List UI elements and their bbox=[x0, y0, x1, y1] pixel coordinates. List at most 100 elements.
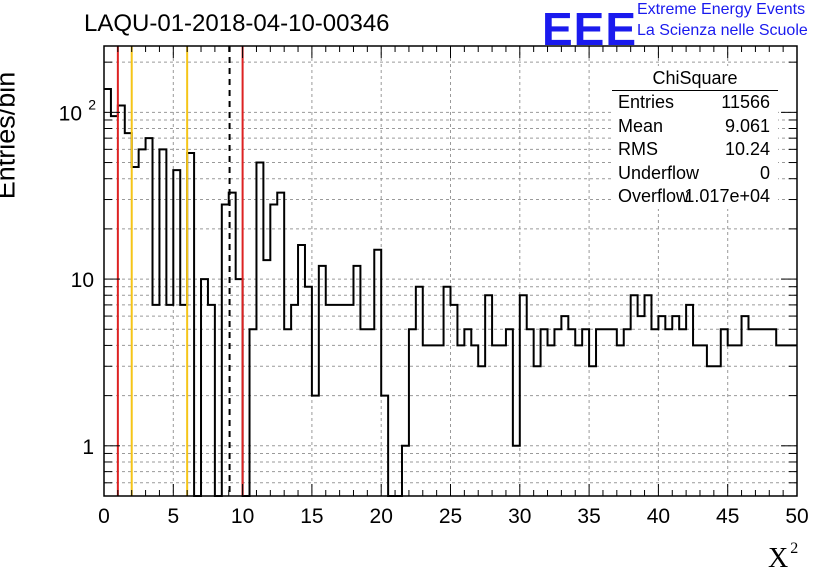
histogram-bin bbox=[111, 116, 118, 496]
histogram-bin bbox=[312, 396, 319, 496]
stats-row: RMS 10.24 bbox=[612, 138, 778, 162]
x-tick-label: 30 bbox=[508, 505, 531, 528]
histogram-bin bbox=[520, 295, 527, 496]
histogram-bin bbox=[222, 205, 229, 496]
histogram-bin bbox=[748, 329, 755, 496]
stats-label: Overflow bbox=[618, 186, 690, 206]
x-tick-label: 50 bbox=[785, 505, 808, 528]
histogram-bin bbox=[728, 345, 735, 496]
y-tick-label: 10 bbox=[59, 102, 82, 125]
y-tick-label-exponent: 2 bbox=[88, 96, 96, 112]
x-tick-label: 15 bbox=[300, 505, 323, 528]
histogram-bin bbox=[250, 329, 257, 496]
histogram-bin bbox=[256, 163, 263, 496]
histogram-bin bbox=[153, 305, 160, 496]
histogram-bin bbox=[610, 329, 617, 496]
y-tick-label: 10 bbox=[71, 269, 94, 292]
y-axis-label: Entries/bin bbox=[0, 71, 21, 200]
histogram-bin bbox=[180, 305, 187, 496]
histogram-bin bbox=[686, 305, 693, 496]
histogram-bin bbox=[353, 266, 360, 496]
histogram-bin bbox=[534, 366, 541, 496]
x-axis-label-base: X bbox=[768, 543, 789, 574]
histogram-bin bbox=[769, 329, 776, 496]
histogram-bin bbox=[430, 345, 437, 496]
histogram-bin bbox=[416, 287, 423, 496]
stats-value: 0 bbox=[759, 162, 770, 183]
histogram-bin bbox=[658, 316, 665, 496]
histogram-bin bbox=[132, 167, 139, 496]
histogram-bin bbox=[582, 329, 589, 496]
histogram-bin bbox=[554, 329, 561, 496]
stats-row: Underflow 0 bbox=[612, 162, 778, 186]
histogram-bin bbox=[672, 316, 679, 496]
stats-box: ChiSquare Entries 11566 Mean 9.061 RMS 10.2… bbox=[612, 66, 778, 209]
histogram-bin bbox=[360, 329, 367, 496]
histogram-bin bbox=[651, 329, 658, 496]
histogram-bin bbox=[166, 305, 173, 496]
histogram-bin bbox=[755, 329, 762, 496]
x-tick-label: 35 bbox=[577, 505, 600, 528]
histogram-bin bbox=[707, 366, 714, 496]
histogram-bin bbox=[589, 366, 596, 496]
histogram-bin bbox=[548, 345, 555, 496]
histogram-bin bbox=[527, 329, 534, 496]
stats-row: Mean 9.061 bbox=[612, 115, 778, 139]
histogram-bin bbox=[444, 287, 451, 496]
histogram-bin bbox=[700, 345, 707, 496]
histogram-bin bbox=[118, 105, 125, 496]
histogram-bin bbox=[499, 345, 506, 496]
x-tick-label: 25 bbox=[439, 505, 462, 528]
stats-value: 1.017e+04 bbox=[684, 186, 770, 206]
stats-row: Overflow 1.017e+04 bbox=[612, 185, 778, 209]
stats-label: Mean bbox=[618, 115, 664, 136]
stats-row: Entries 11566 bbox=[612, 91, 778, 115]
histogram-bin bbox=[596, 329, 603, 496]
x-tick-label: 40 bbox=[647, 505, 670, 528]
histogram-bin bbox=[187, 153, 194, 496]
histogram-bin bbox=[291, 305, 298, 496]
histogram-bin bbox=[333, 305, 340, 496]
logo-line-2: La Scienza nelle Scuole bbox=[637, 22, 808, 39]
histogram-bin bbox=[693, 345, 700, 496]
x-axis-label-sup: 2 bbox=[790, 540, 799, 557]
histogram-bin bbox=[367, 329, 374, 496]
histogram-bin bbox=[347, 305, 354, 496]
x-tick-label: 5 bbox=[167, 505, 179, 528]
stats-value: 10.24 bbox=[724, 139, 770, 159]
histogram-bin bbox=[402, 446, 409, 496]
histogram-bin bbox=[104, 89, 111, 496]
histogram-bin bbox=[457, 345, 464, 496]
histogram-bin bbox=[173, 170, 180, 496]
histogram-bin bbox=[437, 345, 444, 496]
histogram-bin bbox=[645, 295, 652, 496]
histogram-bin bbox=[471, 345, 478, 496]
histogram-bin bbox=[263, 260, 270, 496]
histogram-bin bbox=[665, 329, 672, 496]
x-tick-label: 0 bbox=[98, 505, 110, 528]
stats-box-title: ChiSquare bbox=[612, 66, 778, 91]
histogram-bin bbox=[125, 133, 132, 496]
histogram-bin bbox=[631, 295, 638, 496]
stats-label: RMS bbox=[618, 139, 658, 159]
histogram-bin bbox=[541, 329, 548, 496]
histogram-bin bbox=[305, 287, 312, 496]
stats-value: 9.061 bbox=[724, 115, 770, 136]
y-tick-label: 1 bbox=[82, 436, 94, 459]
histogram-bin bbox=[762, 329, 769, 496]
stats-label: Entries bbox=[618, 92, 675, 112]
histogram-bin bbox=[783, 345, 790, 496]
histogram-bin bbox=[735, 345, 742, 496]
histogram-bin bbox=[485, 295, 492, 496]
histogram-bin bbox=[340, 305, 347, 496]
histogram-bin bbox=[208, 305, 215, 496]
x-tick-label: 20 bbox=[370, 505, 393, 528]
histogram-bin bbox=[139, 149, 146, 496]
histogram-bin bbox=[679, 329, 686, 496]
histogram-bin bbox=[298, 245, 305, 496]
histogram-bin bbox=[236, 279, 243, 496]
histogram-bin bbox=[146, 138, 153, 496]
histogram-bin bbox=[381, 396, 388, 496]
x-tick-label: 10 bbox=[231, 505, 254, 528]
